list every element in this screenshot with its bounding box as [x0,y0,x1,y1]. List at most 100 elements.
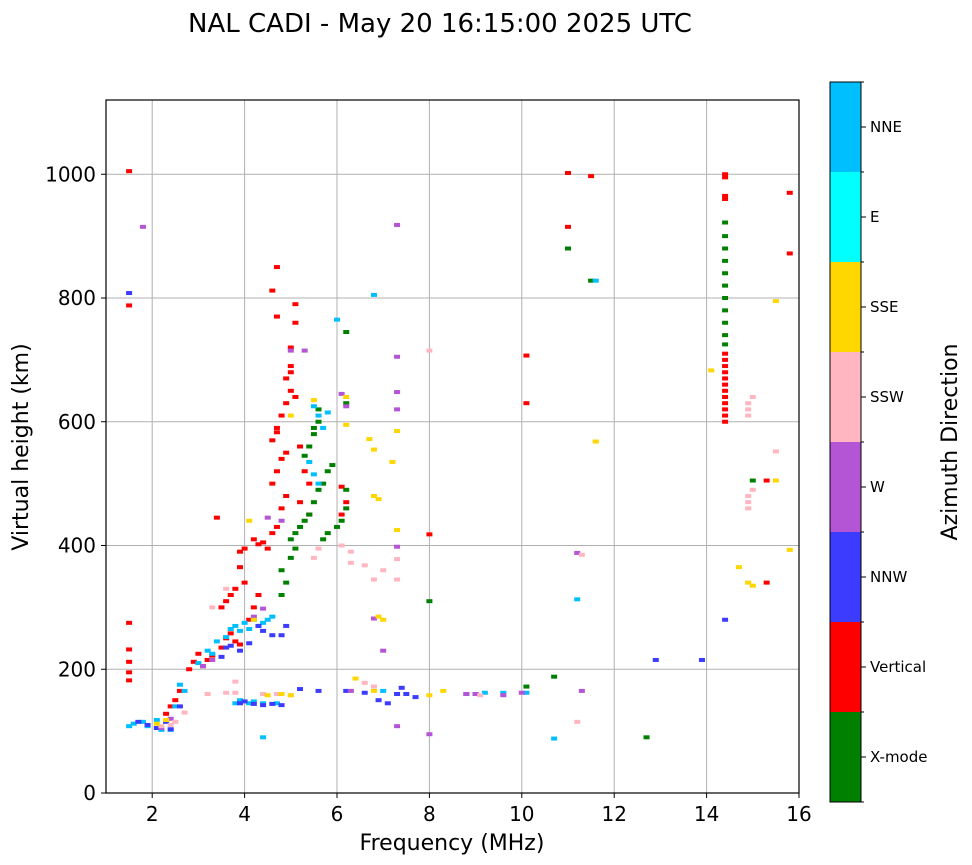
grid-lines [106,100,800,794]
y-tick-label: 200 [58,657,96,681]
echo-point-vertical [283,376,290,381]
echo-point-ssw [167,722,174,727]
echo-point-nnw [361,690,368,695]
echo-point-nnw [384,701,391,706]
echo-point-w [200,664,207,669]
echo-point-x-mode [588,278,595,283]
echo-point-vertical [186,667,193,672]
echo-point-nne [246,701,253,706]
echo-point-vertical [204,657,211,662]
colorbar-tick-label: W [870,478,885,496]
echo-point-ssw [347,549,354,554]
echo-point-sse [287,413,294,418]
colorbar-tick-label: SSW [870,388,904,406]
echo-point-x-mode [287,537,294,542]
echo-point-w [394,222,401,227]
colorbar-tick-label: SSE [870,298,899,316]
x-tick-label: 6 [331,802,344,826]
echo-point-vertical [722,388,729,393]
echo-point-vertical [292,302,299,307]
echo-point-ssw [338,543,345,548]
echo-point-x-mode [301,518,308,523]
echo-point-x-mode [551,674,558,679]
echo-point-vertical [722,382,729,387]
echo-point-w [380,648,387,653]
echo-point-ssw [181,710,188,715]
echo-point-vertical [273,425,280,430]
echo-point-w [394,354,401,359]
echo-point-x-mode [310,425,317,430]
echo-point-vertical [278,413,285,418]
echo-point-vertical [273,314,280,319]
echo-point-nne [153,717,160,722]
echo-point-ssw [745,413,752,418]
colorbar-tick-label: E [870,208,879,226]
echo-point-nne [227,627,234,632]
echo-point-x-mode [343,487,350,492]
echo-point-nne [241,620,248,625]
echo-point-w [394,390,401,395]
echo-point-vertical [523,353,530,358]
echo-point-vertical [236,565,243,570]
echo-point-ssw [209,605,216,610]
echo-point-nne [236,628,243,633]
echo-point-nne [481,690,488,695]
echo-point-sse [735,565,742,570]
echo-point-w [394,544,401,549]
echo-point-x-mode [297,524,304,529]
echo-point-w [370,616,377,621]
echo-point-w [574,550,581,555]
x-tick-label: 2 [146,802,159,826]
echo-point-w [426,732,433,737]
echo-point-nnw [236,701,243,706]
echo-point-vertical [722,172,729,177]
echo-point-nnw [278,703,285,708]
echo-point-vertical [763,478,770,483]
echo-point-vertical [218,605,225,610]
echo-point-x-mode [722,271,729,276]
echo-point-sse [745,580,752,585]
echo-point-nnw [241,699,248,704]
echo-point-nne [273,701,280,706]
echo-point-vertical [338,512,345,517]
echo-point-x-mode [722,320,729,325]
echo-point-w [264,515,271,520]
echo-point-sse [352,676,359,681]
echo-point-w [343,404,350,409]
echo-point-ssw [394,577,401,582]
echo-point-nne [126,724,133,729]
y-tick-label: 400 [58,534,96,558]
echo-point-ssw [273,692,280,696]
echo-point-vertical [722,197,729,201]
echo-point-w [260,606,267,611]
echo-point-sse [250,617,257,622]
echo-point-vertical [126,659,133,664]
echo-point-x-mode [301,453,308,458]
echo-point-nne [310,472,317,477]
echo-point-vertical [722,351,729,356]
y-axis-ticks: 0 200 400 600 800 1000 [45,162,106,805]
colorbar-segment [830,622,861,712]
echo-point-sse [749,583,756,588]
echo-point-sse [394,528,401,533]
echo-point-x-mode [315,407,322,412]
echo-point-sse [343,395,350,399]
echo-point-ssw [477,693,484,698]
echo-point-sse [389,459,396,464]
echo-point-sse [163,717,170,722]
echo-point-vertical [786,190,793,195]
echo-point-nnw [260,703,267,708]
echo-point-x-mode [278,568,285,573]
echo-point-vertical [722,364,729,369]
echo-point-ssw [223,586,230,591]
echo-point-vertical [264,546,271,551]
echo-point-vertical [763,580,770,585]
echo-point-w [301,348,308,353]
echo-point-ssw [574,719,581,724]
echo-point-nnw [269,633,276,638]
echo-point-ssw [380,568,387,573]
echo-point-nnw [135,719,142,724]
echo-point-ssw [232,690,239,695]
echo-point-vertical [269,288,276,293]
echo-point-x-mode [278,593,285,597]
